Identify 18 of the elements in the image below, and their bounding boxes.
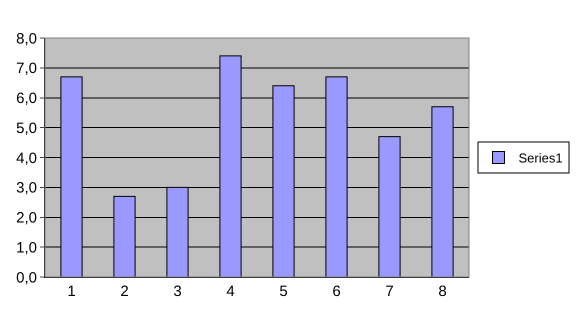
x-tick-label: 5 — [279, 283, 288, 300]
y-tick-label: 7,0 — [16, 60, 37, 78]
y-tick-label: 2,0 — [16, 210, 37, 226]
x-tick-label: 8 — [438, 283, 447, 300]
x-tick-label: 7 — [385, 283, 394, 300]
x-tick-label: 4 — [226, 283, 235, 300]
y-tick-label: 1,0 — [16, 239, 37, 256]
x-tick-label: 2 — [120, 283, 129, 300]
y-tick-label: 6,0 — [16, 90, 37, 107]
y-tick-label: 0,0 — [16, 269, 37, 286]
legend-label: Series1 — [518, 150, 563, 166]
x-tick-label: 1 — [67, 283, 76, 300]
y-tick-label: 5,0 — [16, 120, 37, 137]
x-tick-label: 3 — [173, 283, 182, 300]
y-tick-label: 8,0 — [16, 30, 37, 48]
x-tick-label: 6 — [332, 283, 341, 300]
y-tick-label: 3,0 — [16, 180, 37, 197]
y-tick-label: 4,0 — [16, 150, 37, 167]
